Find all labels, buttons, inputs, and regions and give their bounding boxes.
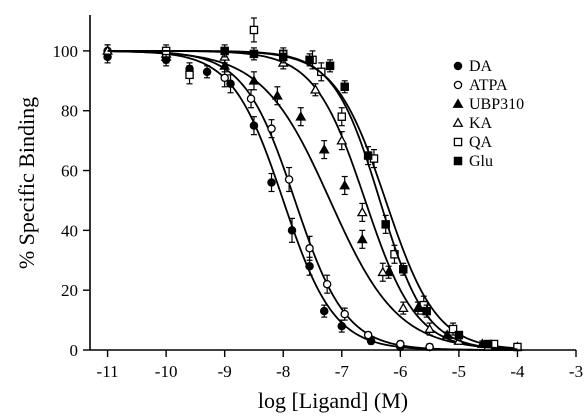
data-point — [267, 178, 276, 187]
data-point — [295, 111, 307, 121]
data-point — [396, 339, 405, 349]
data-point — [397, 302, 409, 313]
data-point — [220, 73, 229, 83]
x-tick-label: -10 — [155, 362, 178, 381]
data-point — [381, 220, 390, 229]
data-point — [363, 330, 373, 340]
data-point — [339, 179, 351, 190]
data-point — [448, 324, 458, 334]
data-point — [424, 323, 436, 333]
data-point — [310, 84, 321, 94]
data-point — [185, 70, 194, 80]
data-point — [322, 279, 332, 289]
legend-label: KA — [469, 115, 493, 132]
data-point — [287, 226, 297, 235]
x-axis-title: log [Ligand] (M) — [258, 388, 408, 413]
x-tick-label: -8 — [276, 362, 290, 381]
fit-curve — [107, 50, 518, 350]
data-point — [249, 49, 259, 59]
data-point — [249, 25, 259, 35]
data-point — [305, 244, 314, 253]
data-point — [337, 112, 347, 121]
x-tick-label: -3 — [569, 362, 583, 381]
series-KA — [102, 44, 518, 351]
data-point — [336, 135, 348, 145]
legend-label: Glu — [469, 153, 493, 170]
data-point — [305, 55, 314, 65]
series-ATPA — [103, 44, 518, 352]
data-point — [271, 90, 283, 100]
legend-marker — [453, 80, 463, 90]
data-point — [246, 94, 256, 104]
data-point — [248, 75, 260, 85]
data-point — [399, 264, 408, 274]
data-point — [284, 175, 294, 184]
data-point — [363, 151, 373, 160]
data-point — [337, 321, 347, 331]
legend-label: ATPA — [469, 77, 508, 94]
series-DA — [103, 50, 518, 352]
legend-marker — [452, 98, 464, 108]
data-point — [278, 52, 288, 62]
data-point — [483, 339, 493, 349]
y-tick-label: 100 — [53, 42, 79, 61]
data-point — [318, 143, 330, 154]
data-point — [226, 79, 235, 89]
data-point — [219, 60, 231, 70]
legend-label: DA — [469, 58, 493, 75]
y-axis-title: % Specific Binding — [14, 97, 39, 269]
data-point — [249, 121, 259, 130]
y-tick-label: 80 — [61, 102, 78, 121]
data-point — [340, 309, 349, 319]
data-point — [325, 61, 335, 71]
x-tick-label: -5 — [452, 362, 466, 381]
data-point — [454, 330, 464, 340]
legend-label: QA — [469, 134, 493, 151]
x-tick-label: -4 — [510, 362, 525, 381]
y-tick-label: 0 — [70, 341, 79, 360]
axis-ticks: -11 -10 -9 -8 -7 -6 -5 -4 -3 0 20 40 60 80 100 — [53, 42, 584, 381]
legend-label: UBP310 — [469, 96, 524, 113]
x-tick-label: -9 — [218, 362, 232, 381]
data-point — [220, 46, 229, 56]
axes — [89, 15, 576, 351]
x-tick-label: -6 — [393, 362, 407, 381]
legend-marker — [452, 117, 464, 127]
data-point — [422, 306, 431, 316]
data-point — [377, 266, 389, 277]
series-Glu — [107, 44, 518, 351]
y-tick-label: 20 — [61, 281, 78, 300]
legend-marker — [453, 156, 463, 166]
x-tick-label: -11 — [97, 362, 119, 381]
data-point — [356, 206, 368, 217]
data-point — [340, 82, 349, 92]
data-point — [202, 67, 212, 77]
data-point — [305, 261, 314, 271]
y-tick-label: 60 — [61, 162, 78, 181]
data-point — [267, 124, 276, 133]
legend-marker — [453, 137, 463, 147]
x-tick-label: -7 — [335, 362, 350, 381]
y-tick-label: 40 — [61, 221, 78, 240]
legend: DA ATPA UBP310 KA QA Glu — [452, 58, 524, 170]
data-point — [356, 233, 368, 244]
legend-marker — [453, 61, 463, 71]
data-point — [319, 306, 329, 316]
plot-area — [102, 17, 523, 352]
